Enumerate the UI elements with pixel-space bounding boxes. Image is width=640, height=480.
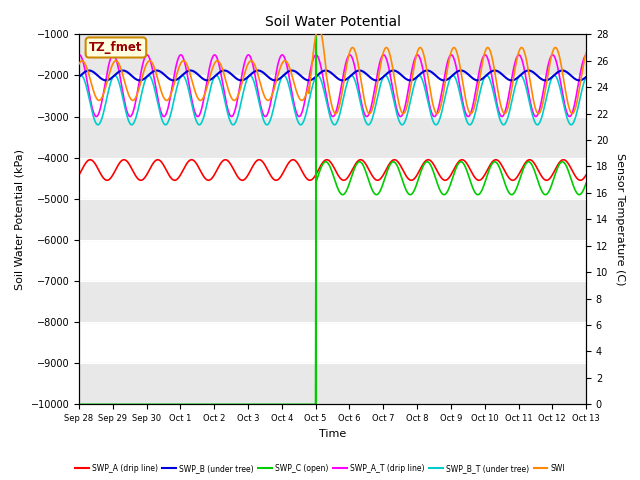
Y-axis label: Sensor Temperature (C): Sensor Temperature (C) — [615, 153, 625, 286]
X-axis label: Time: Time — [319, 429, 346, 439]
Bar — [79, 35, 586, 75]
Bar — [79, 363, 586, 404]
Bar — [79, 281, 586, 322]
Text: TZ_fmet: TZ_fmet — [89, 41, 143, 54]
Bar — [79, 199, 586, 240]
Bar — [79, 117, 586, 157]
Legend: SWP_A (drip line), SWP_B (under tree), SWP_C (open), SWP_A_T (drip line), SWP_B_: SWP_A (drip line), SWP_B (under tree), S… — [72, 461, 568, 476]
Y-axis label: Soil Water Potential (kPa): Soil Water Potential (kPa) — [15, 149, 25, 290]
Title: Soil Water Potential: Soil Water Potential — [264, 15, 401, 29]
